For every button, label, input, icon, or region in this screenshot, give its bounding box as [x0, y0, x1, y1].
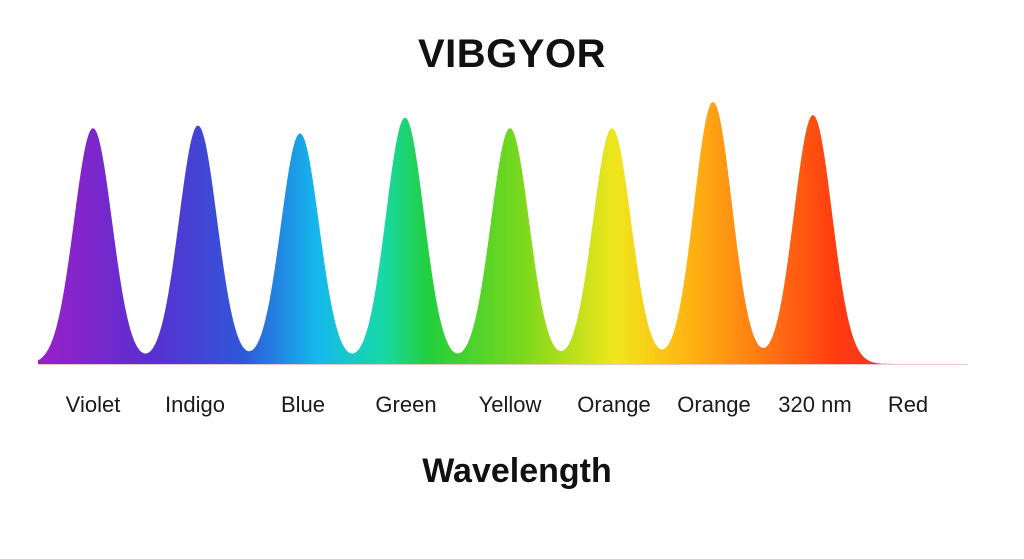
x-tick-label: Orange	[577, 392, 650, 417]
peak-mark-8	[811, 113, 815, 117]
peak-mark-4	[403, 116, 407, 120]
x-tick-labels: Violet Indigo Blue Green Yellow Orange Orange 3…	[66, 392, 929, 417]
peak-mark-6	[610, 126, 614, 130]
x-tick-label: Blue	[281, 392, 325, 417]
x-tick-label: Indigo	[165, 392, 225, 417]
x-tick-label: Yellow	[479, 392, 542, 417]
peak-mark-7	[711, 100, 715, 104]
peak-mark-1	[91, 126, 95, 130]
x-axis-title: Wavelength	[422, 452, 612, 490]
x-tick-label: 320 nm	[778, 392, 851, 417]
spectrum-area	[38, 102, 968, 364]
x-tick-label: Orange	[677, 392, 750, 417]
x-tick-label: Red	[888, 392, 928, 417]
x-tick-label: Green	[375, 392, 436, 417]
peak-mark-3	[298, 131, 302, 135]
peak-mark-2	[196, 124, 200, 128]
spectrum-area-group	[38, 102, 968, 365]
peak-mark-5	[508, 126, 512, 130]
x-tick-label: Violet	[66, 392, 121, 417]
chart-title: VIBGYOR	[418, 32, 606, 76]
